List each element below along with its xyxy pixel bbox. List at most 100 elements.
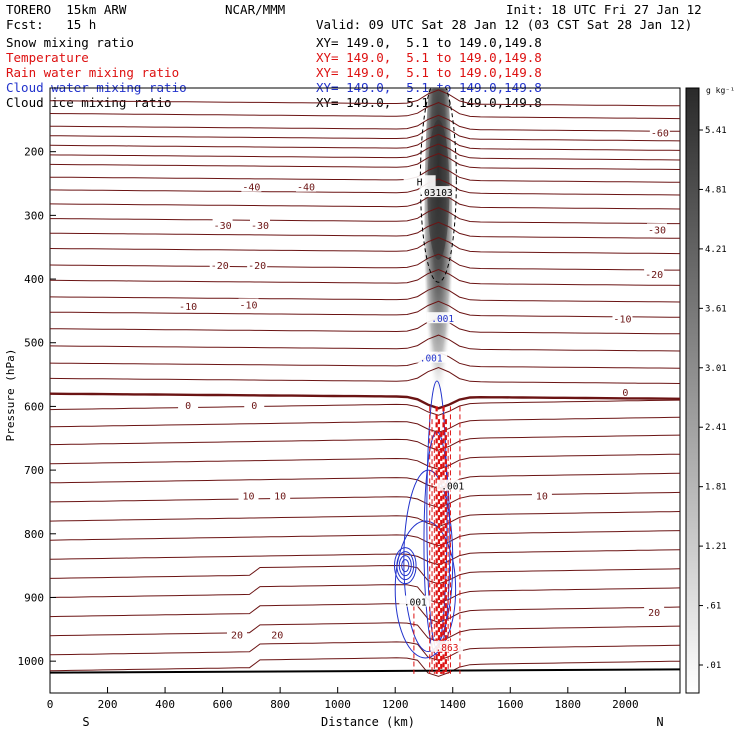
cloud-water-contour xyxy=(401,559,410,573)
temperature-contour xyxy=(50,192,680,210)
temperature-contour xyxy=(50,133,680,151)
temperature-label-bg xyxy=(241,180,262,192)
temperature-contour xyxy=(50,317,680,335)
temperature-label-bg xyxy=(649,126,670,138)
endpoint-right: N xyxy=(656,715,663,729)
temperature-label: 10 xyxy=(242,492,254,503)
y-tick-label: 600 xyxy=(24,400,44,413)
cloud-water-contour xyxy=(394,520,457,659)
temperature-label-bg xyxy=(212,218,233,230)
temperature-contour xyxy=(50,472,680,489)
temperature-contour xyxy=(50,153,680,170)
x-tick-label: 1600 xyxy=(497,698,524,711)
temperature-label-bg xyxy=(209,259,230,271)
field-label: .001 xyxy=(441,482,464,493)
x-tick-label: 600 xyxy=(213,698,233,711)
cloud-water-contour xyxy=(398,555,412,577)
temperature-label: 0 xyxy=(622,388,628,399)
temperature-label: -10 xyxy=(179,302,197,313)
colorbar-label: 4.21 xyxy=(705,245,727,255)
temperature-label-bg xyxy=(226,628,247,640)
temperature-label-bg xyxy=(267,628,288,640)
temperature-label: 0 xyxy=(185,401,191,412)
colorbar-label: 4.81 xyxy=(705,185,727,195)
temperature-label: -30 xyxy=(251,221,269,232)
temperature-label: -20 xyxy=(248,261,266,272)
temperature-contour xyxy=(50,603,680,623)
field-label: .001 xyxy=(431,314,454,325)
colorbar-label: 3.61 xyxy=(705,304,727,314)
temperature-label: -10 xyxy=(239,301,257,312)
temperature-label-bg xyxy=(178,399,199,411)
endpoint-left: S xyxy=(82,715,89,729)
temperature-contour xyxy=(50,285,680,303)
temperature-contour xyxy=(50,178,680,196)
colorbar-label: 5.41 xyxy=(705,126,727,136)
temperature-label: 10 xyxy=(536,492,548,503)
temperature-label-bg xyxy=(644,267,665,279)
temperature-contour xyxy=(50,657,680,677)
temperature-label: -30 xyxy=(214,221,232,232)
field-name-cloud-ice: Cloud ice mixing ratio xyxy=(6,95,172,110)
field-name-rain: Rain water mixing ratio xyxy=(6,65,180,80)
field-xy-rain: XY= 149.0, 5.1 to 149.0,149.8 xyxy=(316,65,542,80)
temperature-contour xyxy=(50,165,680,183)
cloud-water-contour xyxy=(396,551,415,581)
x-tick-label: 0 xyxy=(47,698,54,711)
field-label-bg xyxy=(430,640,463,652)
temperature-contour xyxy=(50,564,680,585)
temperature-label-bg xyxy=(238,298,259,310)
temperature-label: -20 xyxy=(211,261,229,272)
init-time: Init: 18 UTC Fri 27 Jan 12 xyxy=(506,2,702,17)
field-label-bg xyxy=(403,175,436,187)
colorbar-label: 1.81 xyxy=(705,483,727,493)
org-label: NCAR/MMM xyxy=(225,2,286,17)
x-tick-label: 200 xyxy=(98,698,118,711)
field-xy-snow: XY= 149.0, 5.1 to 149.0,149.8 xyxy=(316,35,542,50)
field-label: .863 xyxy=(436,643,459,654)
temperature-label-bg xyxy=(270,489,291,501)
temperature-label: 20 xyxy=(271,630,283,641)
y-tick-label: 700 xyxy=(24,464,44,477)
field-label-bg xyxy=(426,312,459,324)
temperature-label: -40 xyxy=(297,183,315,194)
x-tick-label: 1000 xyxy=(324,698,351,711)
temperature-contour xyxy=(50,334,680,352)
field-label-bg xyxy=(415,351,448,363)
temperature-contour xyxy=(50,530,680,547)
y-tick-label: 500 xyxy=(24,337,44,350)
temperature-label: -20 xyxy=(645,270,663,281)
temperature-contour xyxy=(50,511,680,528)
y-tick-label: 900 xyxy=(24,591,44,604)
temperature-label: 20 xyxy=(231,630,243,641)
temperature-label: 0 xyxy=(251,401,257,412)
x-axis-label: Distance (km) xyxy=(321,715,415,729)
x-tick-label: 1400 xyxy=(439,698,466,711)
temperature-contour xyxy=(50,491,680,509)
temperature-contour xyxy=(50,102,680,120)
temperature-label-bg xyxy=(247,259,268,271)
temperature-label-bg xyxy=(178,299,199,311)
temperature-label-bg xyxy=(238,489,259,501)
temperature-contour xyxy=(50,641,680,661)
colorbar-label: 1.21 xyxy=(705,542,727,552)
temperature-contour xyxy=(50,392,680,410)
temperature-contour xyxy=(50,549,680,566)
colorbar-label: .61 xyxy=(705,602,721,612)
temperature-contour xyxy=(50,237,680,255)
temperature-contour xyxy=(50,114,680,132)
temperature-label-bg xyxy=(250,218,270,230)
temperature-contour xyxy=(50,399,680,416)
temperature-contour xyxy=(50,453,680,470)
y-tick-label: 800 xyxy=(24,528,44,541)
x-tick-label: 1200 xyxy=(382,698,409,711)
temperature-label-bg xyxy=(244,399,265,411)
temperature-contour xyxy=(50,207,680,225)
field-name-snow: Snow mixing ratio xyxy=(6,35,134,50)
colorbar-unit: g kg⁻¹ xyxy=(706,86,735,95)
y-tick-label: 1000 xyxy=(18,655,45,668)
forecast-hour: Fcst: 15 h xyxy=(6,17,97,32)
temperature-label: -10 xyxy=(613,315,631,326)
temperature-label-bg xyxy=(615,385,636,397)
y-tick-label: 300 xyxy=(24,209,44,222)
